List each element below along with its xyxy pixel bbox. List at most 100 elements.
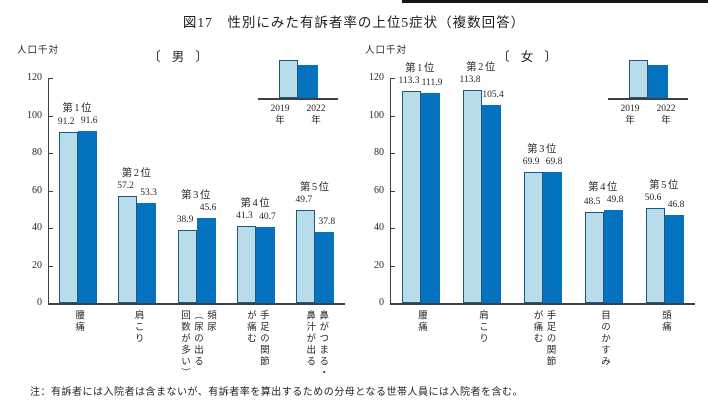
legend-year-suffix: 年 — [311, 116, 321, 126]
y-tick — [391, 78, 395, 79]
value-label-2022: 69.8 — [545, 157, 563, 168]
y-axis-line — [48, 78, 49, 304]
bar-2022 — [420, 93, 440, 303]
bar-2019 — [58, 132, 78, 303]
unit-label: 人口千対 — [17, 46, 60, 56]
y-tick-label: 120 — [369, 72, 384, 83]
category-label: 頭痛 — [660, 310, 670, 333]
panel-title: 〔 女 〕 — [497, 50, 561, 64]
value-label-2019: 91.2 — [57, 117, 75, 127]
bar-2022 — [542, 172, 562, 303]
legend-year-number: 2022 — [656, 104, 676, 114]
value-label-2022: 37.8 — [318, 217, 336, 228]
legend-year-number: 2019 — [270, 104, 290, 114]
value-label-2022: 111.9 — [421, 78, 443, 89]
bar-2019 — [645, 208, 665, 303]
value-label-2022: 49.8 — [606, 194, 624, 205]
y-tick-label: 80 — [374, 147, 384, 158]
bar-2022 — [481, 105, 501, 303]
legend-year-label: 2019 年 — [615, 103, 646, 127]
y-tick-label: 80 — [32, 147, 42, 158]
rank-label: 第2位 — [121, 167, 153, 179]
y-tick — [49, 228, 53, 229]
y-tick-label: 120 — [27, 72, 42, 83]
legend-year-number: 2019 — [620, 104, 640, 114]
rank-label: 第3位 — [527, 143, 558, 155]
legend-bars — [608, 58, 688, 100]
y-tick — [49, 115, 53, 117]
bar-2022 — [315, 232, 335, 303]
category-label: 腰痛 — [73, 310, 84, 333]
y-tick-label: 20 — [32, 259, 42, 271]
y-tick-label: 100 — [27, 109, 42, 121]
bar-2019 — [401, 90, 421, 303]
y-tick — [391, 265, 395, 267]
bar-2019 — [177, 230, 197, 303]
legend-year-number: 2022 — [306, 104, 326, 114]
rank-label: 第5位 — [649, 180, 680, 192]
chart-panel-male: 人口千対 〔 男 〕 2019 年 2022 年 0 20 40 60 80 100 120 91.2 91… — [10, 40, 350, 392]
legend-bar-2019 — [278, 60, 298, 98]
y-tick-label: 0 — [37, 297, 42, 308]
value-label-2019: 49.7 — [295, 194, 313, 205]
legend-bar-2022 — [647, 65, 668, 98]
x-axis-line — [390, 303, 695, 305]
y-tick-label: 100 — [369, 109, 384, 121]
unit-label: 人口千対 — [365, 46, 408, 56]
value-label-2019: 41.3 — [236, 210, 253, 221]
y-tick — [391, 115, 395, 117]
value-label-2022: 91.6 — [80, 116, 98, 127]
rank-label: 第3位 — [181, 189, 212, 201]
bar-2019 — [584, 212, 604, 303]
top-border-artifact — [402, 0, 708, 3]
bar-2019 — [523, 171, 543, 303]
category-label: 頻尿 （尿の出る 回数が多い） — [179, 310, 215, 379]
rank-label: 第1位 — [405, 62, 436, 74]
y-tick-label: 40 — [374, 222, 384, 233]
chart-panel-female: 人口千対〔 女 〕 2019 年 2022 年 0 20 40 60 80 100 120 113.3 1… — [358, 40, 700, 392]
footnote: 注：有訴者には入院者は含まないが、有訴者率を算出するための分母となる世帯人員には… — [30, 387, 523, 398]
value-label-2022: 105.4 — [482, 90, 504, 101]
value-label-2019: 69.9 — [522, 156, 540, 167]
legend-bars — [258, 58, 338, 100]
rank-label: 第4位 — [240, 197, 272, 209]
y-axis-line — [390, 78, 391, 304]
category-label: 肩こり — [132, 310, 143, 345]
value-label-2022: 53.3 — [140, 188, 157, 199]
bar-2022 — [255, 226, 275, 303]
legend-year-suffix: 年 — [661, 116, 671, 126]
y-tick-label: 60 — [32, 184, 42, 196]
rank-label: 第2位 — [466, 61, 497, 73]
y-tick — [49, 265, 53, 267]
legend-year-labels: 2019 年 2022 年 — [608, 103, 688, 127]
legend-year-label: 2022 年 — [651, 103, 682, 127]
rank-label: 第4位 — [588, 181, 619, 193]
legend-year-suffix: 年 — [625, 116, 635, 126]
rank-label: 第1位 — [62, 103, 94, 115]
legend-year-label: 2019 年 — [265, 103, 296, 127]
bar-2019 — [118, 195, 138, 303]
value-label-2019: 38.9 — [176, 215, 194, 226]
y-tick — [49, 153, 53, 154]
rank-label: 第5位 — [299, 181, 331, 193]
value-label-2019: 48.5 — [583, 197, 601, 208]
bar-2022 — [137, 203, 157, 303]
legend-year-label: 2022 年 — [301, 103, 332, 127]
legend-year-labels: 2019 年 2022 年 — [258, 103, 338, 127]
bar-2019 — [236, 225, 256, 303]
legend: 2019 年 2022 年 — [258, 58, 338, 127]
value-label-2019: 113.8 — [459, 74, 481, 85]
value-label-2019: 50.6 — [644, 193, 662, 204]
figure-title: 図17 性別にみた有訴者率の上位5症状（複数回答） — [182, 15, 526, 30]
value-label-2019: 113.3 — [398, 75, 420, 86]
category-label: 肩こり — [477, 310, 487, 345]
category-label: 腰痛 — [416, 310, 426, 333]
legend-year-suffix: 年 — [275, 116, 285, 126]
y-tick-label: 0 — [379, 297, 384, 308]
y-tick — [49, 78, 53, 79]
y-tick — [391, 228, 395, 229]
x-axis-line — [48, 303, 345, 305]
value-label-2022: 45.6 — [199, 202, 217, 213]
category-label: 目のかすみ — [599, 310, 609, 368]
